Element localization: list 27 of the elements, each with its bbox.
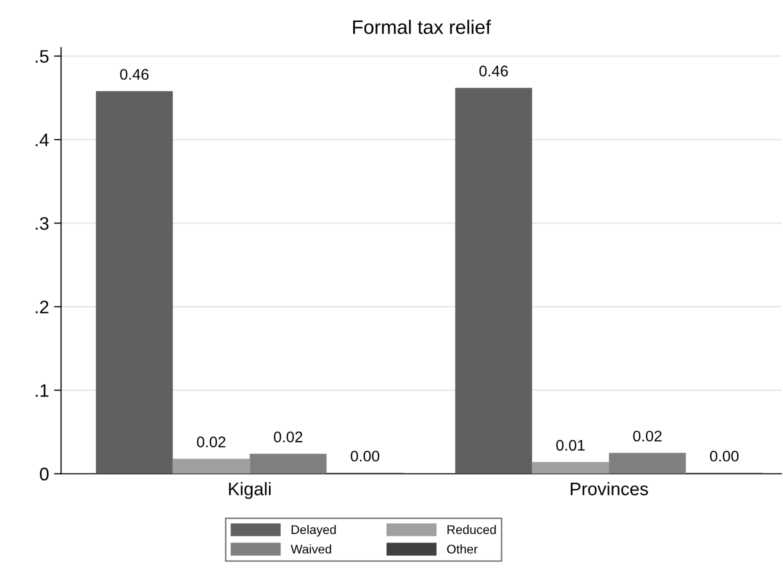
y-tick-label: .3 <box>36 217 48 230</box>
legend-label: Other <box>447 544 478 554</box>
data-label: 0.02 <box>274 432 302 442</box>
data-label: 0.01 <box>556 440 585 451</box>
y-tick-label: 0 <box>40 468 49 480</box>
x-tick-label: Provinces <box>570 482 648 496</box>
data-label: 0.00 <box>350 450 380 462</box>
legend-label: Waived <box>290 544 332 554</box>
bar <box>172 458 250 474</box>
bar <box>250 454 327 474</box>
data-label: 0.46 <box>479 66 508 76</box>
x-tick-label: Kigali <box>229 482 271 499</box>
data-label: 0.46 <box>120 68 149 80</box>
legend-label: Reduced <box>448 524 496 534</box>
data-label: 0.00 <box>710 450 739 462</box>
y-tick-label: .4 <box>36 134 49 146</box>
y-tick-label: .1 <box>36 384 48 397</box>
legend-label: Delayed <box>292 524 336 537</box>
y-tick-label: .2 <box>36 300 48 314</box>
bar <box>96 91 173 474</box>
chart-title: Formal tax relief <box>353 20 491 34</box>
data-label: 0.02 <box>196 436 226 448</box>
data-label: 0.02 <box>633 430 662 442</box>
bar <box>608 452 686 474</box>
bar <box>455 88 532 474</box>
y-tick-label: .5 <box>36 50 49 63</box>
bar <box>532 462 609 474</box>
